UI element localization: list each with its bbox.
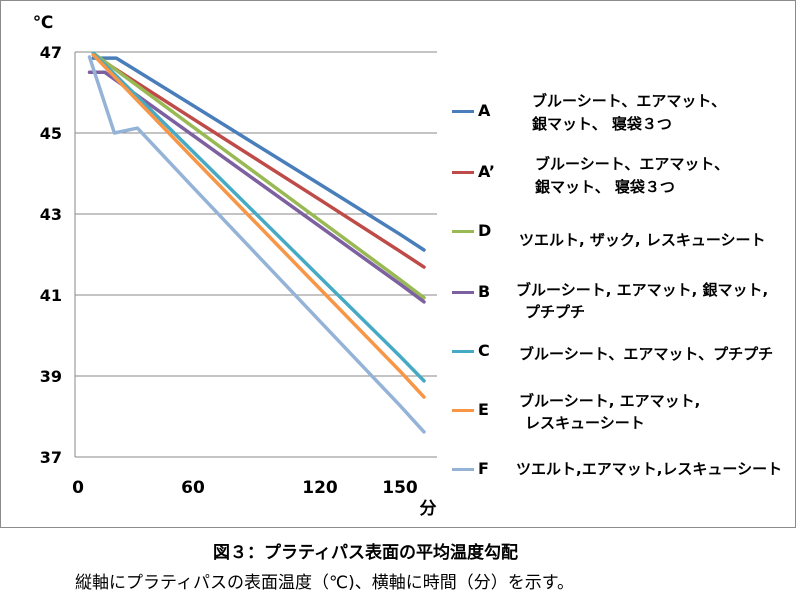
series-layer — [87, 51, 426, 434]
series-line-d — [91, 51, 426, 300]
y-tick-label: 43 — [40, 205, 62, 224]
y-tick-label: 39 — [40, 367, 62, 386]
series-line-a-prime — [91, 53, 426, 269]
tick-layer: 47 45 43 41 39 37 0 60 120 150 — [40, 43, 418, 498]
series-line-c — [91, 51, 426, 383]
x-tick-label: 0 — [72, 478, 84, 498]
x-tick-label: 60 — [181, 478, 205, 498]
series-line-b — [87, 70, 426, 304]
figure-caption-title: 図３：プラティパス表面の平均温度勾配 — [213, 543, 518, 563]
y-tick-label: 41 — [40, 286, 62, 305]
figure-caption-note: 縦軸にプラティパスの表面温度（℃)、横軸に時間（分）を示す。 — [75, 573, 575, 593]
grid-layer — [75, 51, 437, 458]
chart-frame — [0, 0, 796, 528]
y-tick-label: 37 — [40, 448, 62, 467]
x-unit-label: 分 — [420, 499, 437, 519]
line-chart: 47 45 43 41 39 37 0 60 120 150 ℃ 分 — [33, 13, 437, 519]
y-tick-label: 45 — [40, 124, 62, 143]
series-line-f — [87, 55, 426, 434]
series-line-a — [91, 56, 426, 252]
x-tick-label: 120 — [302, 478, 338, 498]
x-tick-label: 150 — [382, 478, 418, 498]
series-line-e — [91, 53, 426, 399]
y-unit-label: ℃ — [33, 13, 54, 33]
y-tick-label: 47 — [40, 43, 62, 62]
